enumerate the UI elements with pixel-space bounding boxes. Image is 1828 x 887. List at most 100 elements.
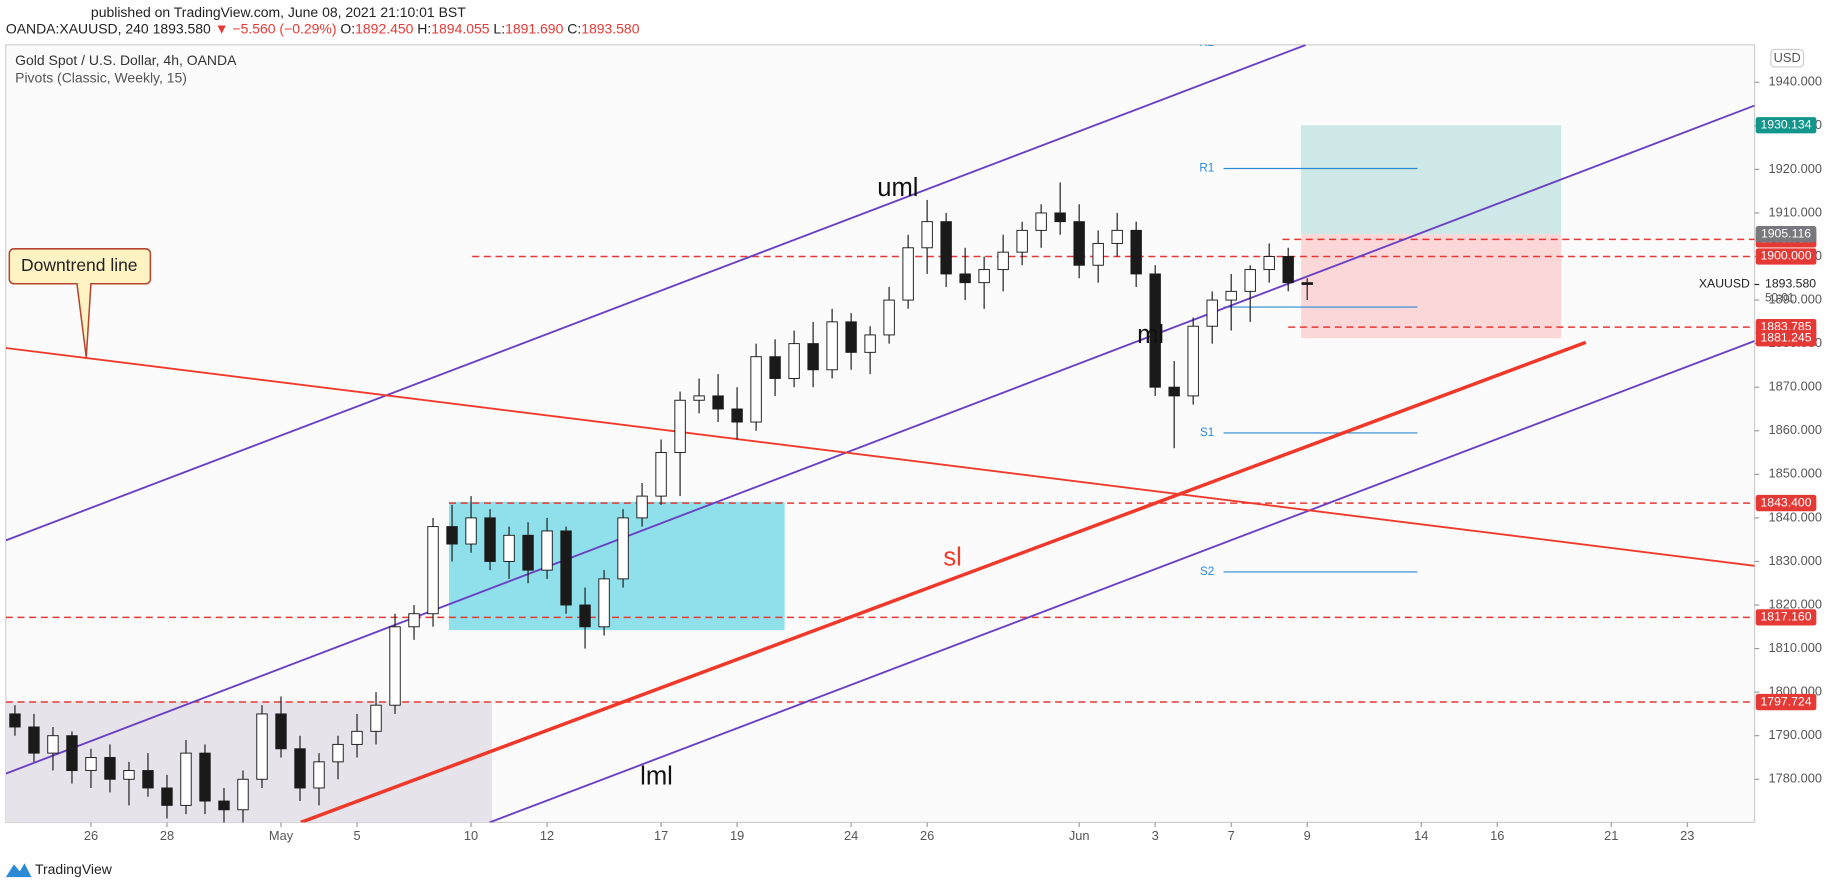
candle-body bbox=[674, 399, 686, 454]
candle-body bbox=[807, 343, 819, 371]
entry-label-bg bbox=[1755, 226, 1817, 243]
pivot-label: S2 bbox=[1200, 565, 1214, 578]
ohlc-key: H: bbox=[417, 20, 431, 36]
x-tick-label: 26 bbox=[920, 828, 934, 843]
x-tick-label: 7 bbox=[1228, 828, 1235, 843]
candle-body bbox=[218, 800, 230, 811]
candle-body bbox=[1263, 256, 1275, 271]
candle-body bbox=[655, 452, 667, 497]
candle-body bbox=[1149, 273, 1161, 388]
y-tick-label: 1790.000 bbox=[1769, 727, 1822, 742]
trend-label: sl bbox=[943, 544, 962, 572]
x-tick-label: 24 bbox=[844, 828, 858, 843]
pivot-label: R1 bbox=[1199, 162, 1214, 175]
candle-body bbox=[351, 730, 363, 745]
trend-line bbox=[489, 340, 1755, 823]
candle-body bbox=[142, 770, 154, 789]
level-label: 1900.000 bbox=[1761, 249, 1812, 263]
x-tick-label: 3 bbox=[1152, 828, 1159, 843]
candle-body bbox=[883, 299, 895, 336]
candle-body bbox=[902, 247, 914, 301]
candle-body bbox=[940, 221, 952, 275]
candle-body bbox=[693, 395, 705, 401]
candle-body bbox=[1092, 242, 1104, 266]
ohlc-value: 1891.690 bbox=[505, 20, 563, 36]
countdown: 50:01 bbox=[1765, 292, 1794, 305]
candle-body bbox=[1016, 229, 1028, 253]
candle-body bbox=[1168, 386, 1180, 397]
trend-label: lml bbox=[640, 763, 673, 791]
candle-body bbox=[294, 748, 306, 789]
loss-zone bbox=[1301, 234, 1562, 339]
stop-label-bg bbox=[1755, 330, 1817, 347]
pivot-label: S1 bbox=[1200, 426, 1214, 439]
candle-body bbox=[864, 334, 876, 353]
target-label-bg bbox=[1755, 117, 1817, 134]
ohlc-value: 1892.450 bbox=[355, 20, 413, 36]
x-tick-label: 23 bbox=[1680, 828, 1694, 843]
candle-body bbox=[313, 761, 325, 789]
trend-label: ml bbox=[1137, 321, 1164, 349]
candle-body bbox=[978, 269, 990, 284]
candle-body bbox=[617, 517, 629, 580]
x-tick-label: 17 bbox=[654, 828, 668, 843]
level-label: 1883.785 bbox=[1761, 319, 1812, 333]
zone-box bbox=[5, 701, 492, 823]
y-tick-label: 1920.000 bbox=[1769, 161, 1822, 176]
candle-body bbox=[1130, 229, 1142, 275]
candle-body bbox=[465, 517, 477, 545]
candle-body bbox=[1111, 229, 1123, 244]
y-tick-label: 1810.000 bbox=[1769, 640, 1822, 655]
y-tick-label: 1870.000 bbox=[1769, 379, 1822, 394]
ohlc-key: L: bbox=[493, 20, 505, 36]
candle-body bbox=[1206, 299, 1218, 327]
ohlc-key: O: bbox=[340, 20, 355, 36]
y-tick-label: 1890.000 bbox=[1769, 291, 1822, 306]
candle-body bbox=[826, 321, 838, 371]
candle-body bbox=[484, 517, 496, 562]
candle-body bbox=[750, 356, 762, 423]
level-label: 1817.160 bbox=[1761, 610, 1812, 624]
candle-body bbox=[47, 735, 59, 754]
candle-body bbox=[427, 526, 439, 615]
symbol: OANDA:XAUUSD, 240 bbox=[6, 20, 149, 36]
candle-body bbox=[1035, 212, 1047, 231]
candle-body bbox=[275, 713, 287, 750]
change: ▼ −5.560 (−0.29%) bbox=[215, 20, 337, 36]
candle-body bbox=[370, 704, 382, 732]
x-tick-label: 5 bbox=[353, 828, 360, 843]
zone-box bbox=[448, 501, 785, 631]
y-tick-label: 1910.000 bbox=[1769, 204, 1822, 219]
candle-body bbox=[180, 752, 192, 806]
trend-line bbox=[5, 104, 1755, 775]
candle-body bbox=[731, 408, 743, 423]
candle-body bbox=[1225, 290, 1237, 301]
stop-label: 1881.245 bbox=[1761, 330, 1812, 344]
symbol-label: XAUUSD bbox=[1699, 277, 1750, 291]
candle-body bbox=[161, 787, 173, 806]
y-tick-label: 1940.000 bbox=[1769, 74, 1822, 89]
candle-body bbox=[1187, 325, 1199, 397]
x-tick-label: 16 bbox=[1490, 828, 1504, 843]
level-label-bg bbox=[1755, 693, 1817, 711]
candle-body bbox=[598, 578, 610, 628]
trend-line bbox=[300, 340, 1587, 823]
candle-body bbox=[560, 530, 572, 606]
x-tick-label: 19 bbox=[730, 828, 744, 843]
candle-body bbox=[389, 626, 401, 706]
candle-body bbox=[408, 613, 420, 628]
indicator-label: Pivots (Classic, Weekly, 15) bbox=[15, 69, 187, 85]
trend-line bbox=[5, 347, 1755, 567]
target-label: 1930.134 bbox=[1761, 117, 1812, 131]
candle-body bbox=[712, 395, 724, 410]
symbol-line: OANDA:XAUUSD, 240 1893.580 ▼ −5.560 (−0.… bbox=[6, 20, 640, 36]
candle-body bbox=[446, 526, 458, 545]
candle-body bbox=[541, 530, 553, 571]
candle-body bbox=[66, 735, 78, 772]
plot: R2 R1 S1 S2 bbox=[5, 44, 1755, 823]
y-tick-label: 1830.000 bbox=[1769, 553, 1822, 568]
candle-body bbox=[1244, 269, 1256, 292]
candle-body bbox=[28, 726, 40, 754]
